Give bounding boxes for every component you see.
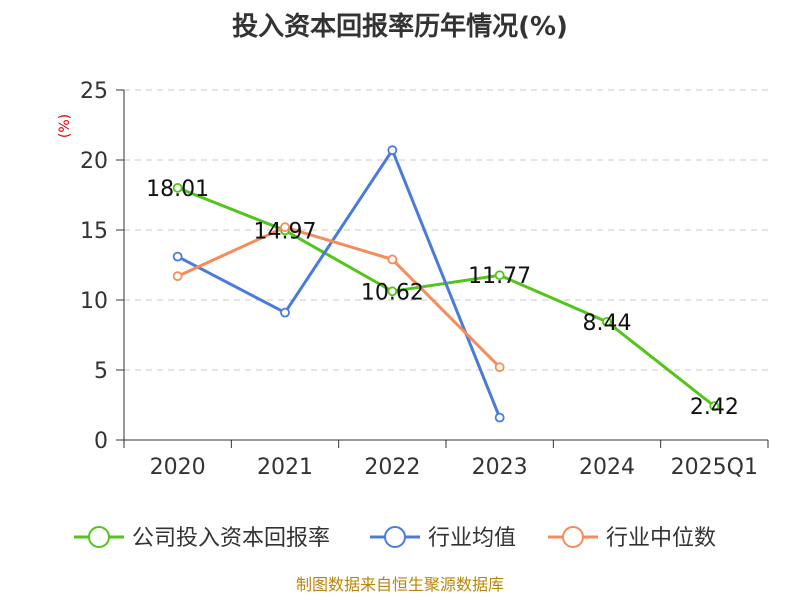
legend-label-1: 行业均值 — [428, 526, 516, 551]
legend-marker-0 — [88, 526, 110, 548]
data-label-2023: 11.77 — [468, 264, 531, 289]
data-labels: 18.01 14.97 10.62 11.77 8.44 2.42 — [146, 177, 739, 420]
data-label-2025Q1: 2.42 — [690, 395, 739, 420]
data-label-2020: 18.01 — [146, 177, 209, 202]
grid-lines — [124, 89, 768, 371]
axes: 0 5 10 15 20 25 2020 2021 2022 2023 2024 2025Q1 — [80, 79, 769, 480]
data-point-s0-2024[interactable] — [602, 316, 612, 327]
data-point-s2-2022[interactable] — [387, 254, 398, 265]
source-note: 制图数据来自恒生聚源数据库 — [296, 575, 504, 594]
data-point-s2-2023[interactable] — [494, 362, 505, 373]
legend-label-0: 公司投入资本回报率 — [132, 526, 330, 551]
y-tick-label-25: 25 — [80, 79, 108, 104]
y-tick-label-15: 15 — [80, 219, 108, 244]
series-line-1 — [176, 148, 502, 419]
data-point-s2-2021[interactable] — [280, 222, 290, 233]
series-line-2 — [177, 225, 501, 369]
legend-item-0[interactable]: 公司投入资本回报率 — [74, 526, 330, 551]
x-tick-label-2020: 2020 — [150, 455, 206, 480]
data-point-s0-2020[interactable] — [172, 182, 183, 193]
x-tick-label-2022: 2022 — [364, 455, 420, 480]
y-tick-label-20: 20 — [80, 149, 108, 174]
data-point-s1-2021[interactable] — [280, 307, 290, 318]
data-point-s0-2025Q1[interactable] — [709, 401, 720, 412]
legend-label-2: 行业中位数 — [606, 526, 716, 551]
x-tick-label-2023: 2023 — [472, 455, 528, 480]
y-tick-label-10: 10 — [80, 289, 108, 314]
x-tick-label-2024: 2024 — [579, 455, 635, 480]
data-label-2024: 8.44 — [583, 311, 632, 336]
data-point-s0-2022[interactable] — [387, 286, 398, 297]
data-point-s2-2020[interactable] — [172, 271, 183, 282]
chart-title: 投入资本回报率历年情况(%) — [232, 11, 568, 42]
y-axis-unit-label: (%) — [57, 114, 73, 138]
legend[interactable]: 公司投入资本回报率 行业均值 行业中位数 — [74, 526, 716, 551]
x-tick-label-2021: 2021 — [257, 455, 313, 480]
legend-item-1[interactable]: 行业均值 — [370, 526, 516, 551]
data-point-s1-2022[interactable] — [387, 145, 398, 156]
data-point-s0-2023[interactable] — [494, 270, 505, 281]
legend-item-2[interactable]: 行业中位数 — [548, 526, 716, 551]
y-tick-label-5: 5 — [94, 359, 108, 384]
series-lines — [172, 145, 720, 423]
data-label-2021: 14.97 — [254, 219, 317, 244]
x-tick-label-2025Q1: 2025Q1 — [671, 455, 758, 480]
data-point-s1-2023[interactable] — [494, 412, 505, 423]
y-tick-label-0: 0 — [94, 429, 108, 454]
legend-marker-1 — [384, 526, 406, 548]
data-point-s1-2020[interactable] — [172, 251, 183, 262]
data-label-2022: 10.62 — [361, 280, 424, 305]
legend-marker-2 — [562, 526, 584, 548]
